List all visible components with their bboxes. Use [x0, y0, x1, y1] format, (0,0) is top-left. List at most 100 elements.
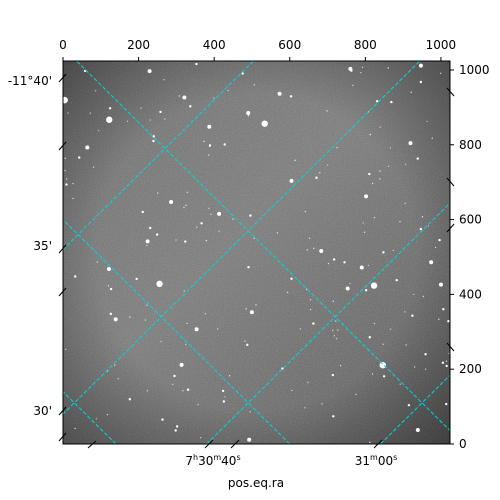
star [418, 63, 423, 68]
star [218, 230, 220, 232]
star [445, 402, 448, 406]
star [419, 80, 423, 84]
star [308, 237, 311, 239]
star [200, 436, 202, 439]
ra-tick-label: 31m00s [355, 453, 398, 468]
star [371, 373, 374, 375]
star [313, 247, 315, 250]
star [189, 105, 192, 108]
star [232, 218, 234, 220]
star [253, 237, 255, 240]
star [370, 282, 378, 289]
star [348, 66, 353, 71]
star [208, 145, 211, 147]
star [183, 206, 185, 209]
star [368, 172, 371, 176]
star [253, 84, 256, 86]
star [399, 383, 401, 385]
star [85, 145, 90, 150]
star [152, 135, 155, 138]
star [352, 84, 354, 87]
star [429, 260, 434, 265]
star [413, 293, 415, 296]
star [371, 182, 374, 185]
star [410, 91, 412, 94]
star [312, 322, 315, 325]
star [224, 396, 226, 398]
star [200, 222, 203, 225]
star [447, 320, 450, 323]
star [245, 308, 247, 310]
star [291, 389, 293, 392]
star [319, 172, 321, 174]
star [304, 407, 306, 409]
star [249, 411, 251, 413]
star [379, 126, 381, 128]
star [332, 258, 336, 261]
star [315, 176, 318, 179]
star [175, 425, 179, 428]
star [379, 170, 381, 172]
star [106, 116, 113, 123]
star [438, 282, 443, 287]
star [424, 353, 427, 356]
sky-image [63, 61, 450, 444]
star [182, 95, 187, 100]
star [309, 299, 312, 301]
star [207, 124, 212, 129]
star [72, 197, 74, 200]
star [434, 246, 437, 249]
star [289, 178, 294, 183]
star [363, 231, 366, 234]
star [128, 398, 132, 401]
star [355, 393, 357, 396]
star [364, 194, 369, 199]
star [140, 107, 142, 109]
star [299, 328, 302, 330]
star [74, 275, 77, 278]
star [345, 286, 350, 291]
star [379, 178, 381, 180]
star [373, 322, 376, 325]
star [65, 348, 67, 351]
star [332, 300, 335, 302]
star [221, 389, 225, 393]
star [152, 139, 155, 143]
dec-tick-label: 35' [33, 239, 52, 253]
star [335, 320, 337, 322]
star [319, 248, 324, 253]
star [129, 316, 131, 318]
star [65, 178, 68, 180]
star [183, 290, 185, 292]
star [390, 100, 393, 104]
star [97, 129, 100, 132]
star [222, 400, 226, 403]
star [289, 95, 293, 98]
star [186, 388, 190, 391]
star [146, 390, 149, 392]
star [364, 289, 368, 292]
star [368, 336, 371, 339]
star [78, 156, 81, 159]
star [321, 403, 323, 405]
star [335, 337, 338, 340]
star [197, 403, 199, 406]
pixel-y-tick-label: 800 [459, 138, 482, 152]
star [309, 308, 312, 311]
dec-grid-line [63, 218, 291, 444]
star [113, 364, 116, 366]
star [147, 69, 152, 74]
star [439, 72, 442, 75]
star [424, 368, 427, 370]
star [247, 115, 250, 117]
star [216, 328, 219, 330]
star [160, 340, 162, 343]
star [65, 183, 68, 186]
pixel-y-tick-label: 200 [459, 362, 482, 376]
ra-grid-line [206, 202, 450, 444]
star [411, 314, 414, 317]
star [186, 191, 188, 193]
star [333, 335, 336, 337]
star [382, 343, 384, 345]
